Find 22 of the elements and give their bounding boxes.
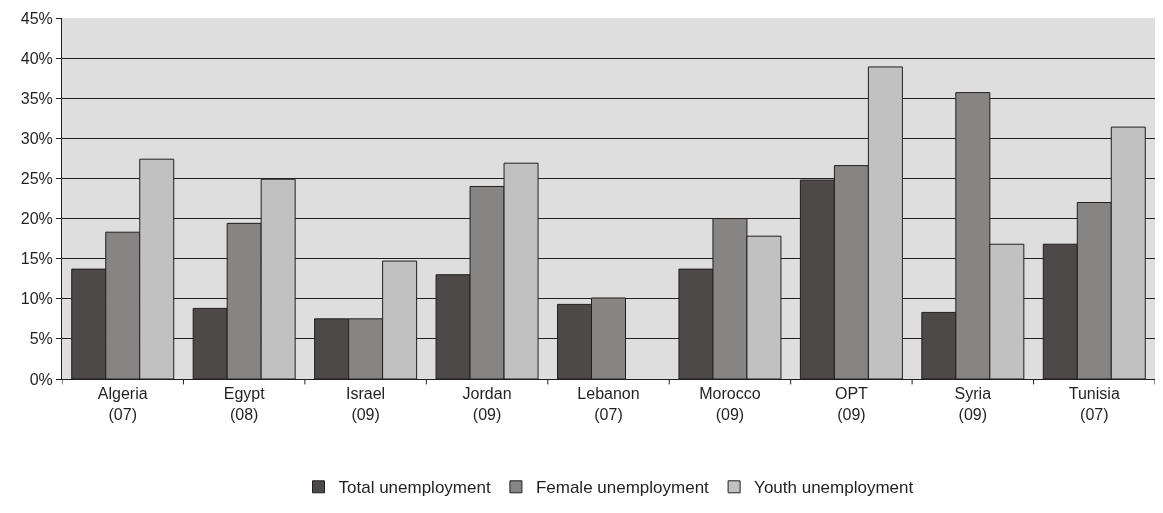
x-tick-label: Jordan (09) <box>462 385 512 423</box>
legend-label: Female unemployment <box>535 478 710 498</box>
y-tick-label: 10% <box>20 290 53 308</box>
x-tick-label: Morocco (09) <box>699 385 761 423</box>
y-tick-label: 15% <box>20 250 53 268</box>
y-tick-label: 45% <box>20 9 53 27</box>
x-tick-label: Israel (09) <box>346 385 386 423</box>
legend-label: Total unemployment <box>338 478 491 498</box>
legend-label: Youth unemployment <box>754 478 914 498</box>
x-tick-label: OPT (09) <box>834 385 869 423</box>
x-tick-label: Tunisia (07) <box>1068 385 1120 423</box>
x-tick-label: Syria (09) <box>954 385 992 423</box>
x-tick-label: Algeria (07) <box>97 385 148 423</box>
x-tick-label: Lebanon (07) <box>577 385 640 423</box>
y-tick-label: 40% <box>20 49 53 67</box>
y-tick-label: 35% <box>20 89 53 107</box>
y-tick-label: 0% <box>29 370 53 388</box>
y-tick-label: 25% <box>20 170 53 188</box>
y-tick-label: 5% <box>29 330 53 348</box>
y-tick-label: 30% <box>20 129 53 147</box>
y-tick-label: 20% <box>20 210 53 228</box>
x-tick-label: Egypt (08) <box>223 385 266 423</box>
